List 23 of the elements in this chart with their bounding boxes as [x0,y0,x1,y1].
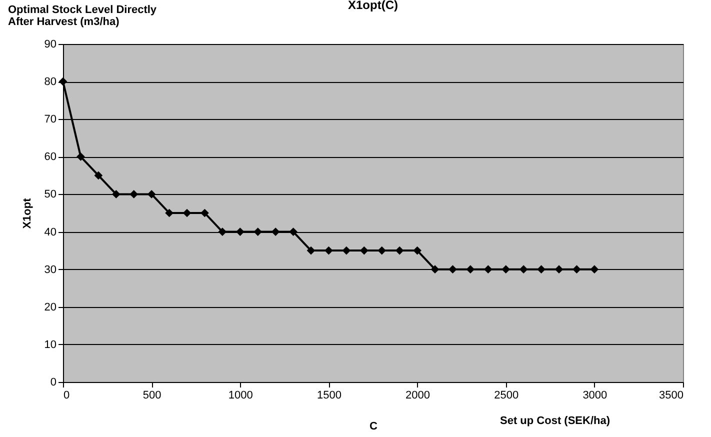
y-tick-label: 20 [44,301,56,314]
text: Optimal Stock Level Directly After Harvest (m3/ha) [8,4,158,28]
chart-title: X1opt(C) [348,0,398,12]
x-tick-label: 2000 [406,390,430,402]
x-tick-label: 1000 [228,390,253,402]
y-tick-label: 70 [44,114,56,126]
y-tick-label: 50 [44,188,56,201]
y-tick-label: 80 [44,76,56,88]
y-tick-label: 60 [44,151,56,164]
text: Set up Cost (SEK/ha) [500,415,612,427]
x-tick-label: 2500 [494,390,519,402]
x-axis-title: C [370,420,378,432]
x-tick-label: 3000 [582,390,608,402]
y-tick-label: 40 [44,226,56,238]
y-tick-label: 30 [44,264,56,276]
y-tick-label: 10 [44,338,56,351]
y-tick-label: 90 [44,38,56,50]
y-axis-title: X1opt [21,198,34,229]
x-tick-label: 1500 [316,390,342,402]
x-tick-label: 500 [142,390,162,402]
x-tick-label: 0 [64,390,70,402]
x-tick-label: 3500 [659,390,684,402]
y-tick-label: 0 [50,376,56,388]
